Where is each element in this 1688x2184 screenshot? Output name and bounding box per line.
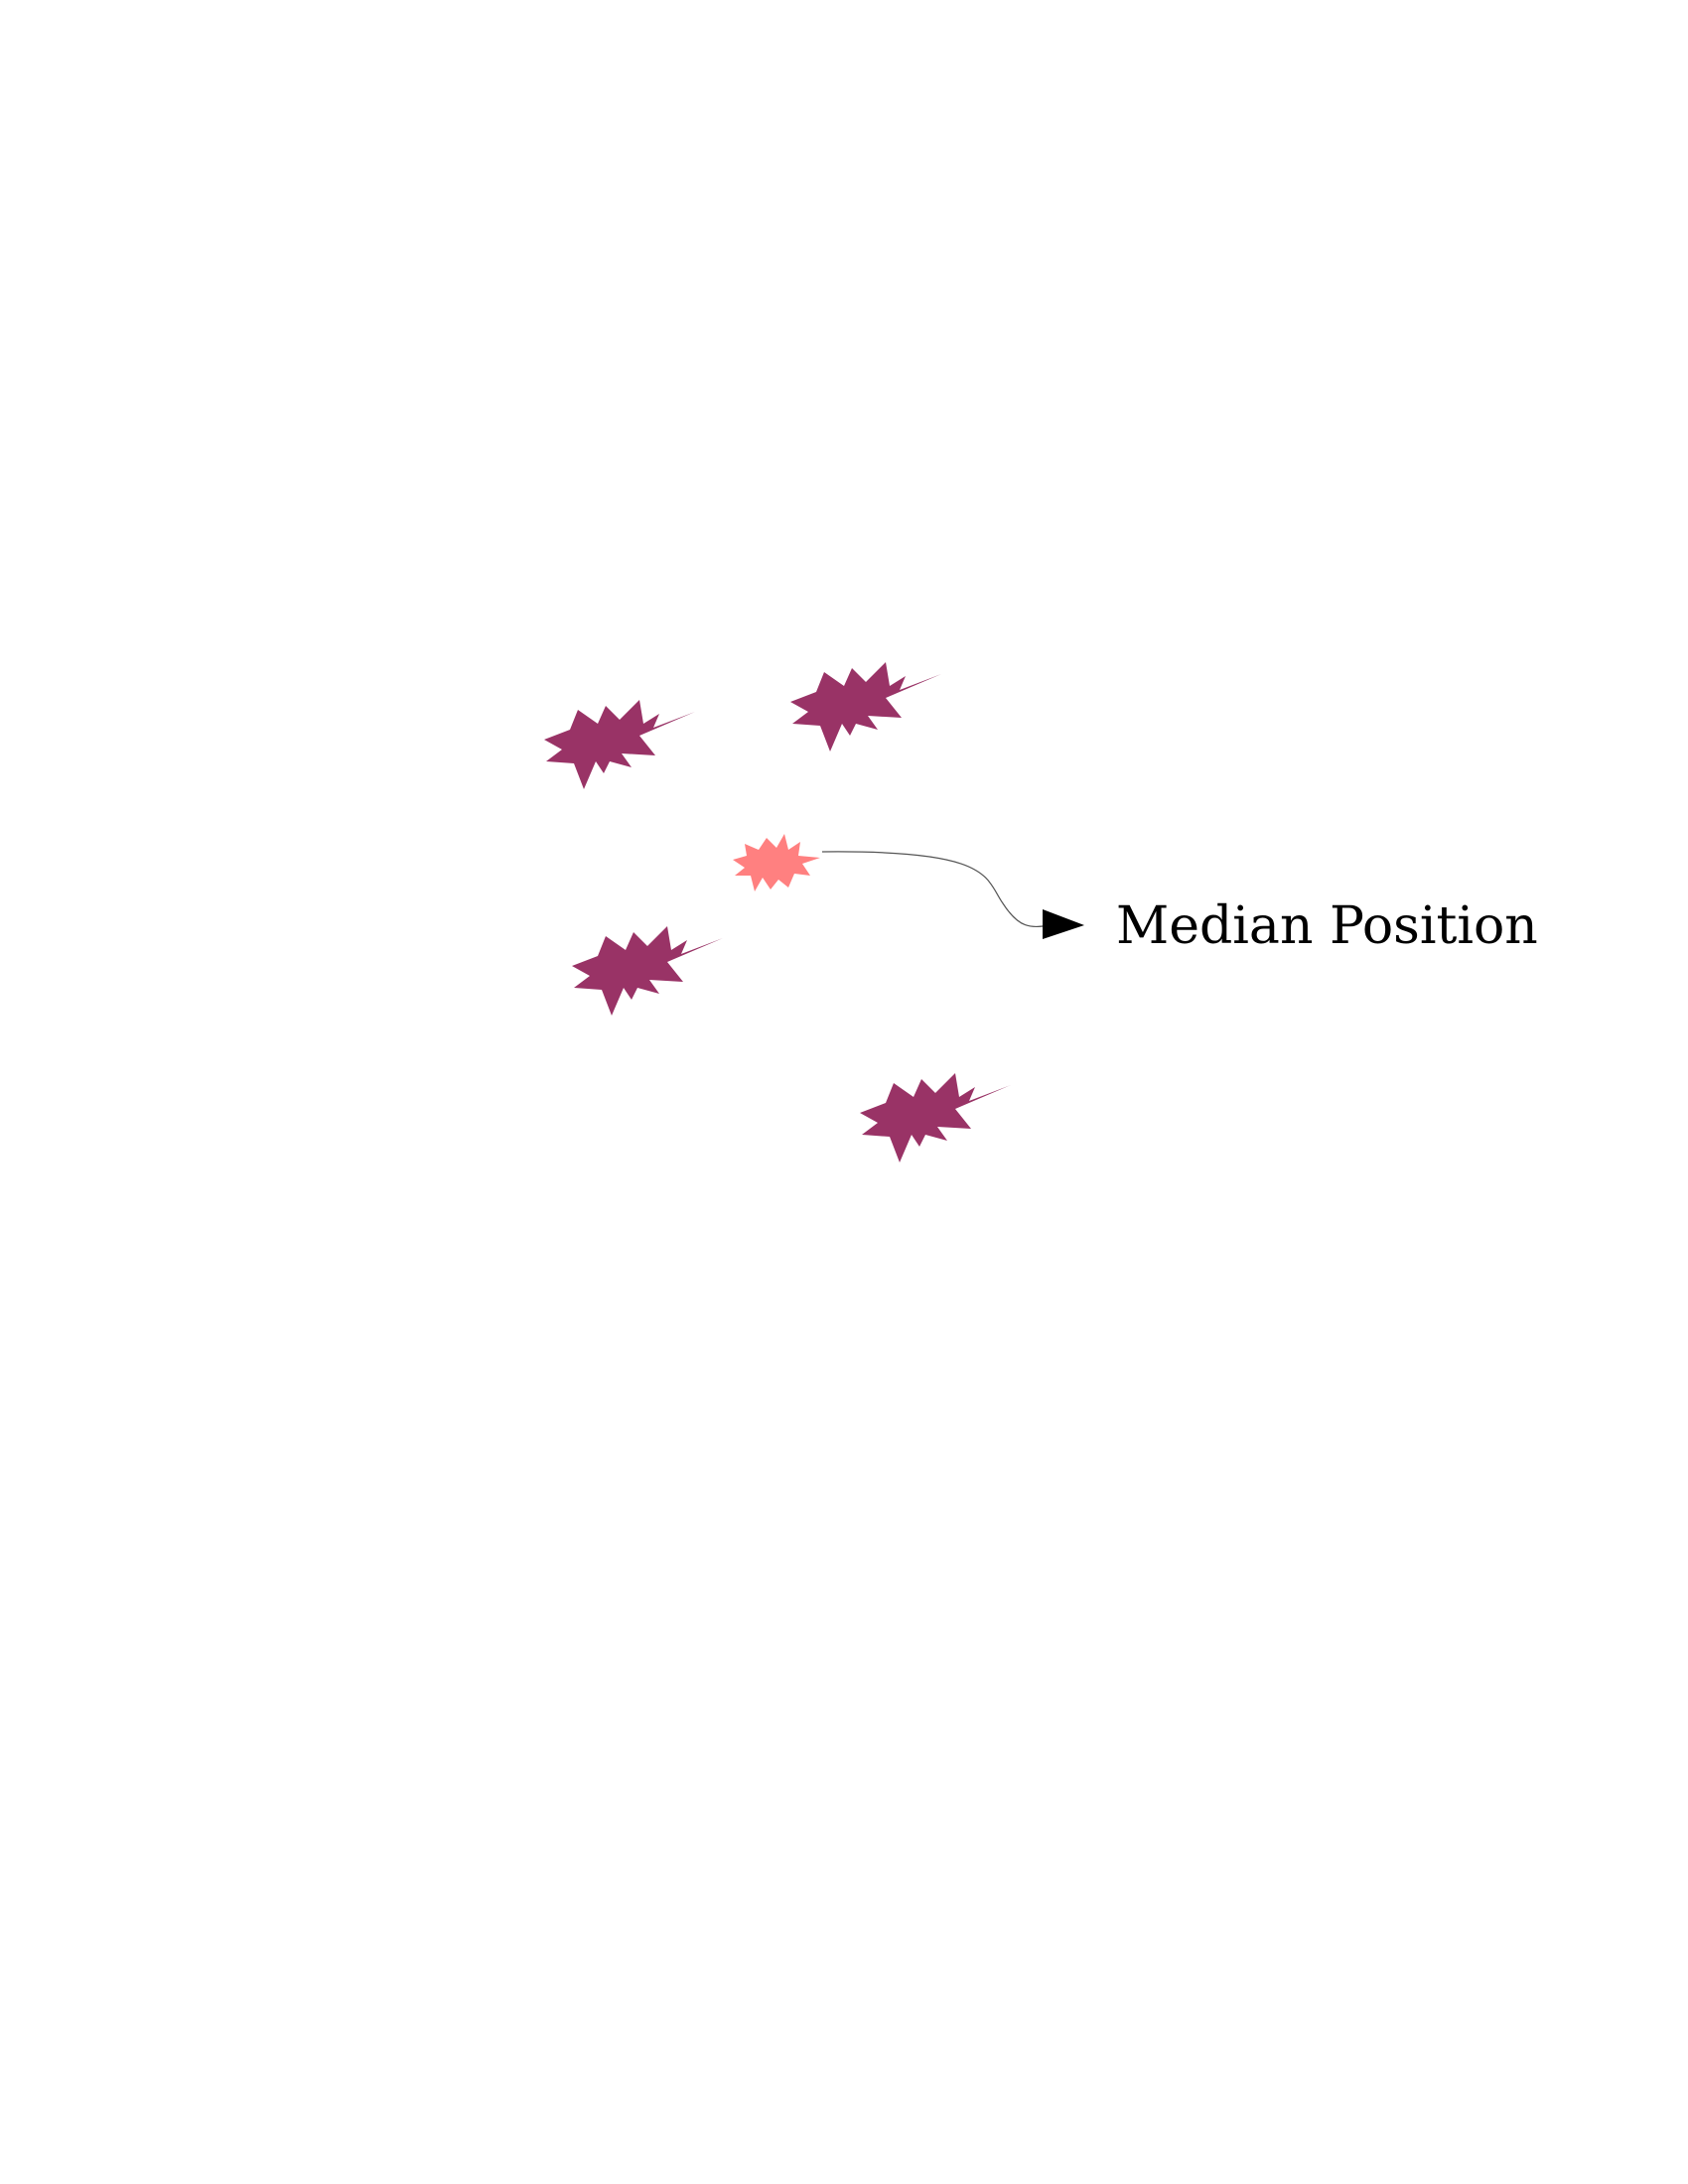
- arrowhead-icon: [1043, 909, 1084, 939]
- point-4: [860, 1073, 1011, 1162]
- point-2: [790, 662, 941, 751]
- point-3: [572, 926, 723, 1016]
- median-position-label: Median Position: [1116, 896, 1538, 956]
- point-1: [544, 700, 695, 789]
- median-point: [733, 834, 820, 891]
- connector-curve: [822, 852, 1053, 927]
- points-layer: [544, 662, 1011, 1162]
